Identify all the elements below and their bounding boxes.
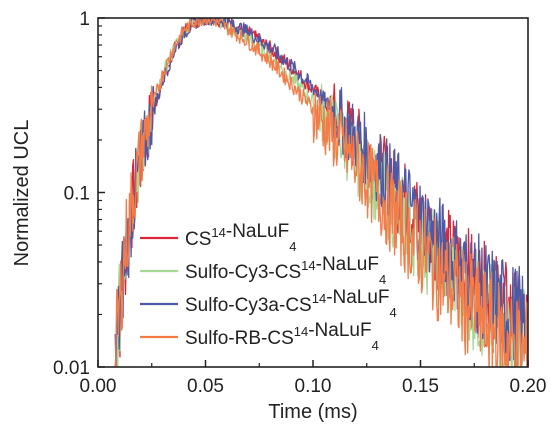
x-tick-label: 0.20 [510, 376, 547, 397]
series-4 [115, 18, 528, 367]
legend: CS14-NaLuF4Sulfo-Cy3-CS14-NaLuF4Sulfo-Cy… [140, 221, 397, 353]
legend-item: CS14-NaLuF4 [140, 221, 296, 254]
y-tick-label: 0.01 [53, 358, 90, 379]
x-axis-title: Time (ms) [268, 401, 357, 423]
x-tick-label: 0.05 [187, 376, 224, 397]
ticks-layer: 0.00 0.05 0.10 0.15 0.20 0.01 0.1 1 [53, 9, 546, 397]
legend-label: Sulfo-RB-CS14-NaLuF4 [185, 320, 379, 353]
series-line [115, 18, 528, 367]
legend-label: CS14-NaLuF4 [185, 221, 296, 254]
x-tick-label: 0.15 [402, 376, 439, 397]
legend-item: Sulfo-RB-CS14-NaLuF4 [140, 320, 379, 353]
x-tick-label: 0.10 [295, 376, 332, 397]
x-tick-label: 0.00 [80, 376, 117, 397]
legend-item: Sulfo-Cy3a-CS14-NaLuF4 [140, 287, 397, 320]
y-axis-title: Normalized UCL [11, 120, 33, 267]
legend-item: Sulfo-Cy3-CS14-NaLuF4 [140, 254, 386, 287]
legend-label: Sulfo-Cy3a-CS14-NaLuF4 [185, 287, 397, 320]
legend-label: Sulfo-Cy3-CS14-NaLuF4 [185, 254, 386, 287]
series-layer [114, 18, 528, 367]
y-tick-label: 1 [79, 9, 90, 30]
y-tick-label: 0.1 [64, 184, 90, 205]
